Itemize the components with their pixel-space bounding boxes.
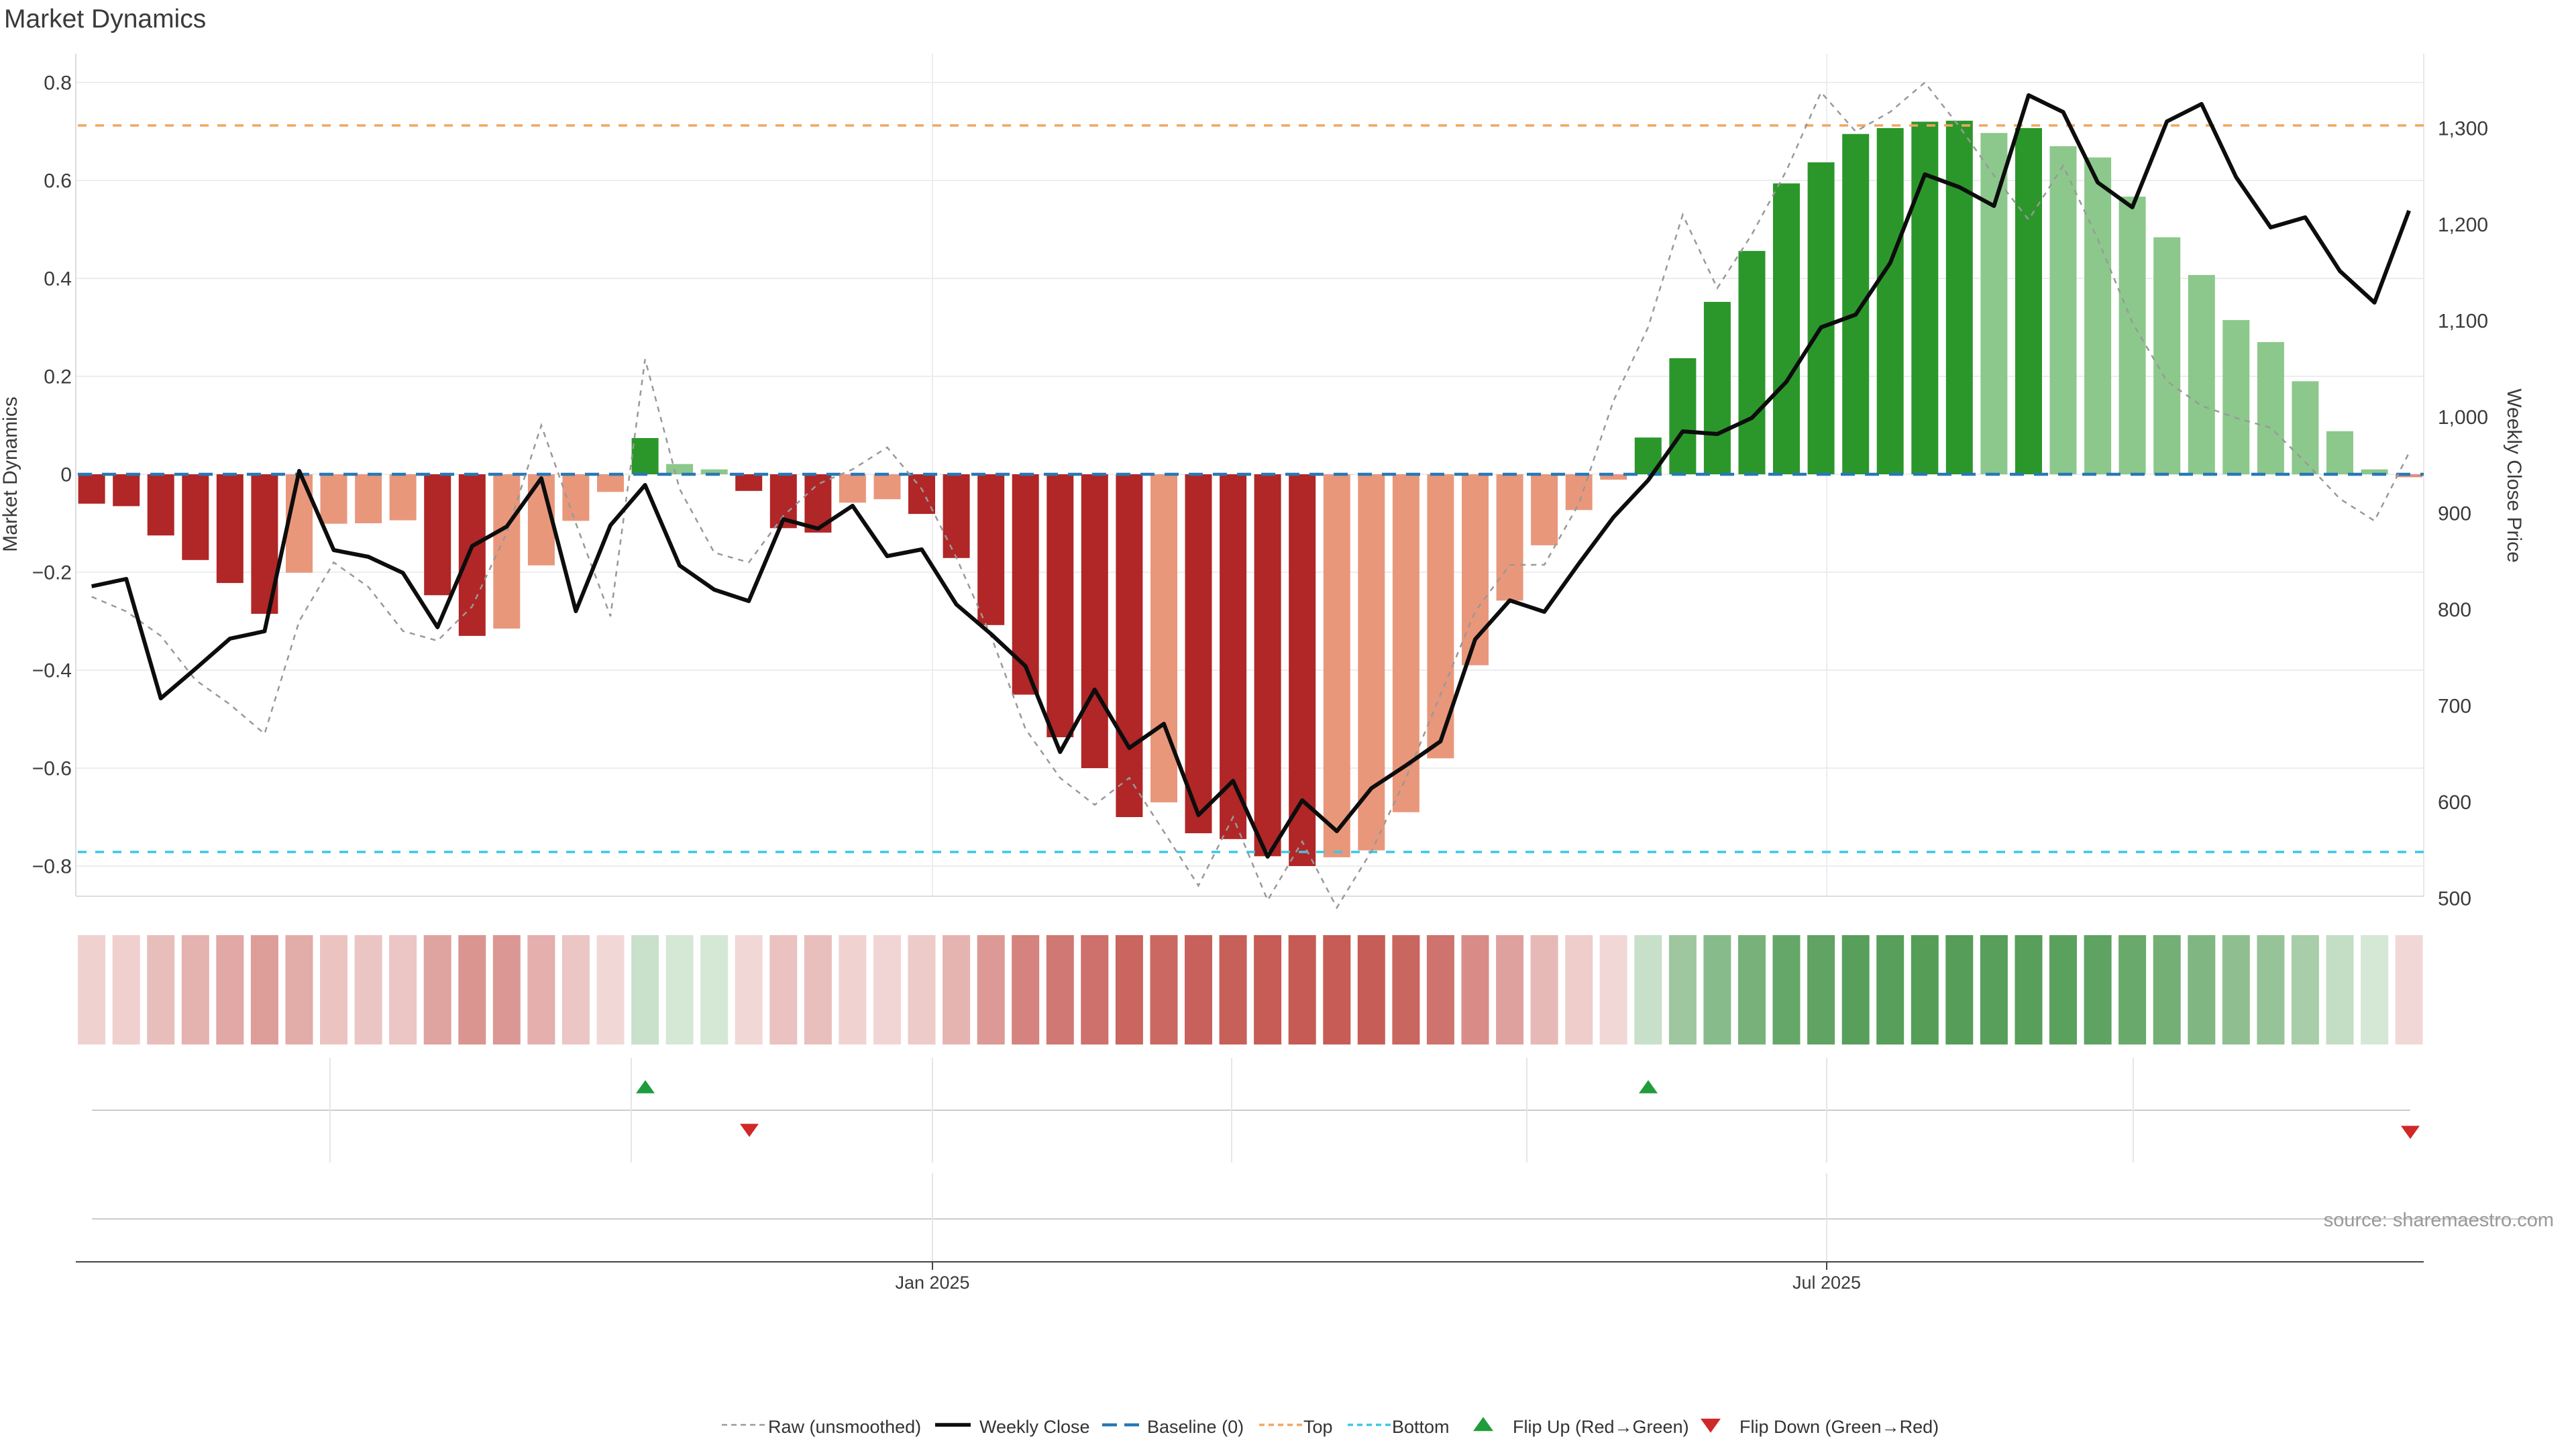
svg-text:500: 500 (2438, 888, 2471, 910)
svg-text:−0.6: −0.6 (32, 758, 72, 780)
svg-text:700: 700 (2438, 696, 2471, 718)
svg-text:800: 800 (2438, 599, 2471, 621)
svg-text:source: sharemaestro.com: source: sharemaestro.com (2324, 1210, 2554, 1231)
svg-text:Top: Top (1303, 1417, 1333, 1437)
svg-text:1,000: 1,000 (2438, 407, 2488, 429)
svg-text:Jul 2025: Jul 2025 (1792, 1273, 1861, 1293)
svg-text:Market Dynamics: Market Dynamics (0, 396, 21, 552)
svg-text:0.2: 0.2 (44, 366, 72, 388)
svg-text:600: 600 (2438, 792, 2471, 814)
svg-text:900: 900 (2438, 503, 2471, 525)
svg-text:Market Dynamics: Market Dynamics (4, 5, 206, 34)
svg-text:0.8: 0.8 (44, 72, 72, 95)
svg-text:Jan 2025: Jan 2025 (895, 1273, 969, 1293)
svg-text:Weekly Close: Weekly Close (979, 1417, 1090, 1437)
svg-text:Raw (unsmoothed): Raw (unsmoothed) (768, 1417, 921, 1437)
svg-text:1,300: 1,300 (2438, 118, 2488, 140)
svg-text:0: 0 (60, 464, 72, 486)
svg-text:−0.2: −0.2 (32, 562, 72, 584)
svg-text:0.6: 0.6 (44, 170, 72, 193)
svg-text:Flip Up (Red→Green): Flip Up (Red→Green) (1513, 1417, 1689, 1437)
svg-text:0.4: 0.4 (44, 268, 72, 290)
svg-text:Weekly Close Price: Weekly Close Price (2503, 388, 2525, 563)
svg-text:Bottom: Bottom (1392, 1417, 1450, 1437)
svg-text:1,200: 1,200 (2438, 214, 2488, 236)
svg-text:Baseline (0): Baseline (0) (1147, 1417, 1244, 1437)
svg-text:1,100: 1,100 (2438, 311, 2488, 333)
svg-text:Flip Down (Green→Red): Flip Down (Green→Red) (1739, 1417, 1939, 1437)
svg-text:−0.4: −0.4 (32, 660, 72, 682)
svg-text:−0.8: −0.8 (32, 856, 72, 878)
